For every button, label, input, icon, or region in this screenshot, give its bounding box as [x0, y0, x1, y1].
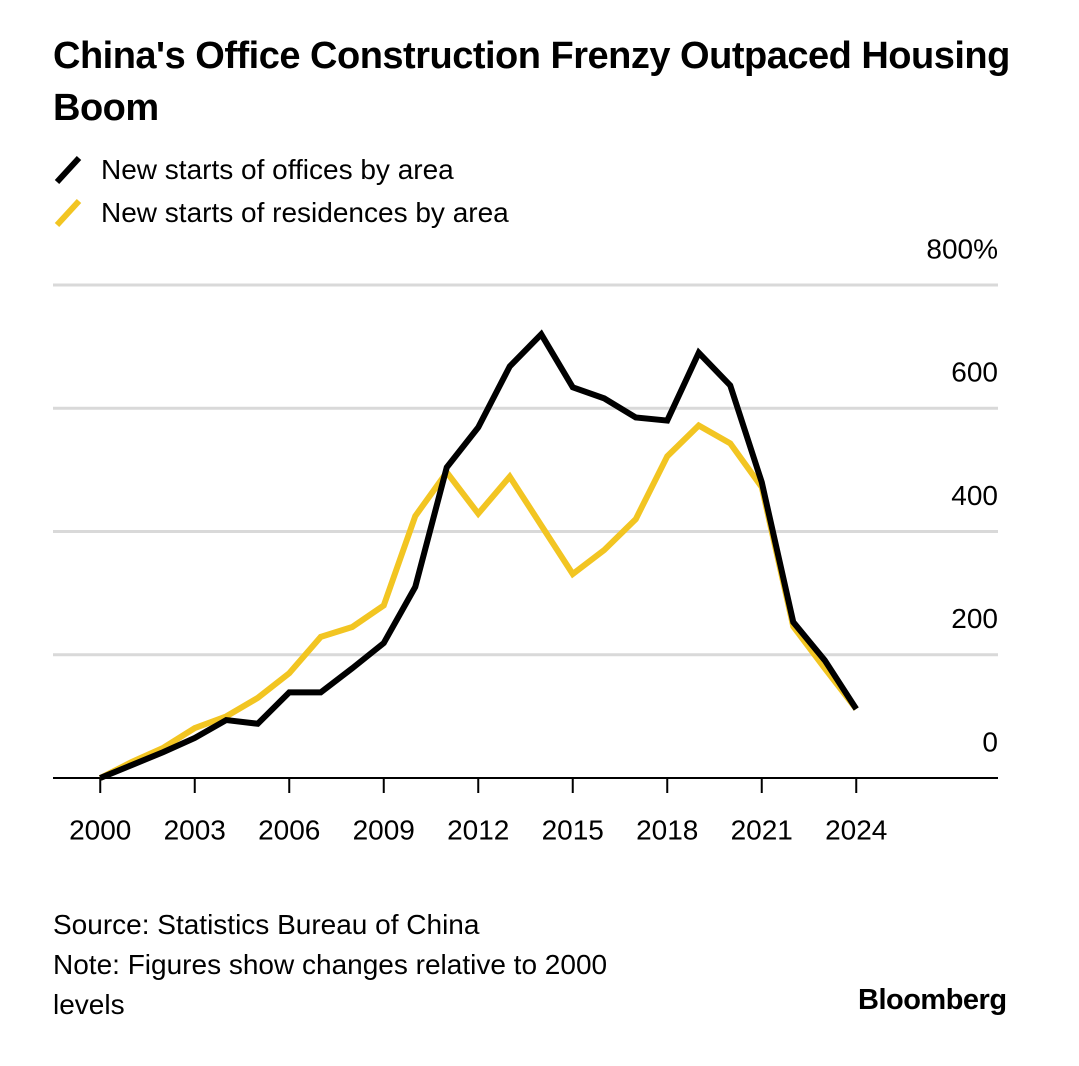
- legend-entry: New starts of offices by area: [53, 148, 509, 191]
- legend-swatch: [54, 155, 82, 184]
- x-tick-label: 2012: [447, 814, 509, 845]
- y-tick-label: 400: [951, 480, 998, 511]
- x-tick-label: 2003: [164, 814, 226, 845]
- x-tick-label: 2015: [542, 814, 604, 845]
- line-series: [99, 329, 859, 781]
- x-tick-label: 2006: [258, 814, 320, 845]
- x-tick-label: 2018: [636, 814, 698, 845]
- x-tick-label: 2021: [731, 814, 793, 845]
- y-tick-label: 200: [951, 603, 998, 634]
- x-tick-label: 2000: [69, 814, 131, 845]
- legend-swatch: [54, 198, 82, 227]
- chart: 0 200 400 600 800% 2000 2003 2006 2009 2012 2015 20…: [53, 233, 998, 845]
- legend-mark: [54, 155, 82, 184]
- y-tick-label: 600: [951, 357, 998, 388]
- credit: Bloomberg: [858, 984, 1007, 1016]
- chart-title: China's Office Construction Frenzy Outpa…: [53, 35, 1010, 129]
- legend-label: New starts of residences by area: [101, 196, 509, 228]
- legend-label: New starts of offices by area: [101, 153, 454, 185]
- line-series: [98, 421, 859, 781]
- x-tick-label: 2024: [825, 814, 887, 845]
- y-tick-label: 800%: [926, 233, 998, 264]
- y-tick-label: 0: [982, 726, 998, 757]
- note: Note: Figures show changes relative to 2…: [53, 949, 608, 1020]
- legend: New starts of offices by area New starts …: [53, 148, 509, 234]
- source: Source: Statistics Bureau of China: [53, 909, 480, 940]
- legend-entry: New starts of residences by area: [53, 191, 509, 234]
- x-tick-label: 2009: [353, 814, 415, 845]
- legend-mark: [54, 198, 82, 227]
